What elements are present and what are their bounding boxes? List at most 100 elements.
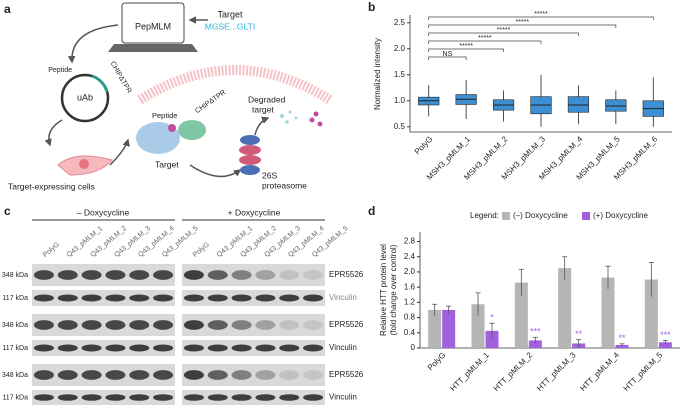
- blot-strip: [182, 340, 325, 356]
- blot-band: [279, 270, 300, 280]
- bar: [601, 277, 615, 348]
- complex-target: Target: [155, 159, 179, 169]
- bar: [442, 309, 456, 348]
- diagram: PepMLM Target MGSE...GLTI uAb Peptide CH…: [8, 2, 333, 191]
- blot-band: [81, 320, 102, 330]
- blot-band: [33, 270, 54, 280]
- blot-strip: [32, 390, 175, 405]
- significance-bracket: [428, 24, 617, 28]
- blot-band: [57, 294, 78, 302]
- bar: [644, 279, 658, 348]
- legend-title: Legend:: [470, 211, 499, 220]
- axis: [419, 232, 680, 349]
- condition-label: + Doxycycline: [228, 207, 281, 217]
- blot-band: [279, 344, 300, 352]
- bar: [485, 330, 499, 348]
- blot-strip: [32, 364, 175, 386]
- marker-label: 117 kDa: [2, 394, 28, 401]
- blot-band: [279, 320, 300, 330]
- blot-band: [57, 370, 78, 380]
- blot-band: [183, 294, 204, 302]
- blot-band: [231, 294, 252, 302]
- blot-band: [231, 370, 252, 380]
- x-tick-label: PolyG: [413, 135, 435, 157]
- complex-peptide: Peptide: [152, 111, 177, 120]
- blot-band: [153, 270, 174, 280]
- arrow: [109, 138, 130, 166]
- blot-band: [255, 294, 276, 302]
- blot-band: [57, 344, 78, 352]
- blot-band: [33, 320, 54, 330]
- blot-strip: [32, 290, 175, 306]
- bar: [514, 282, 528, 348]
- plasmid-center: uAb: [77, 92, 93, 102]
- y-tick-label: 0: [411, 343, 416, 352]
- proteasome-label: proteasome: [262, 180, 307, 190]
- significance-label: *****: [515, 19, 529, 26]
- fragments: [280, 110, 298, 124]
- blot-band: [57, 394, 78, 401]
- panel-label: d: [368, 204, 375, 218]
- blot-strip: [32, 314, 175, 336]
- y-tick-label: 1.5: [394, 70, 406, 79]
- bar: [658, 342, 672, 348]
- blot-band: [105, 370, 126, 380]
- blot-band: [33, 344, 54, 352]
- blot-band: [231, 270, 252, 280]
- blot-band: [231, 320, 252, 330]
- significance-label: **: [575, 329, 583, 339]
- y-tick-label: 2.5: [394, 18, 406, 27]
- y-tick-label: 0.5: [394, 122, 406, 131]
- chip-protein: [178, 120, 206, 140]
- plasmid-chip: CHIPΔTPR: [109, 60, 133, 94]
- blot-band: [303, 344, 324, 352]
- blot-band: [207, 370, 228, 380]
- significance-label: *****: [534, 11, 548, 18]
- y-tick-label: 2.0: [394, 44, 406, 53]
- bar: [528, 340, 542, 348]
- blot-band: [255, 394, 276, 401]
- blot-band: [81, 370, 102, 380]
- condition-label: – Doxycycline: [77, 207, 130, 217]
- bar: [558, 268, 572, 348]
- degraded-label: Degraded: [248, 94, 286, 104]
- target-label: Target: [217, 9, 243, 19]
- blot-band: [57, 270, 78, 280]
- blot-band: [129, 294, 150, 302]
- target-sequence: MGSE...GLTI: [205, 21, 255, 31]
- marker-label: 117 kDa: [2, 295, 28, 302]
- blot-band: [231, 394, 252, 401]
- significance-label: *****: [497, 27, 511, 34]
- proteasome-label: 26S: [262, 170, 277, 180]
- lane-label: PolyG: [192, 241, 211, 259]
- blot-band: [231, 344, 252, 352]
- significance-label: *****: [459, 43, 473, 50]
- protein-label: EPR5526: [329, 320, 364, 329]
- blot-band: [183, 270, 204, 280]
- blot-band: [153, 394, 174, 401]
- blot-strip: [32, 340, 175, 356]
- blot-band: [255, 270, 276, 280]
- blot-band: [129, 270, 150, 280]
- blot-band: [81, 270, 102, 280]
- arrow: [254, 116, 270, 136]
- blot-band: [105, 320, 126, 330]
- blot-band: [279, 370, 300, 380]
- x-tick-label: HTT_pMLM_1: [448, 350, 491, 393]
- blot-band: [207, 344, 228, 352]
- significance-bracket: [428, 48, 504, 52]
- blot-band: [105, 344, 126, 352]
- complex-chip: CHIPΔTPR: [194, 89, 227, 115]
- blot-strip: [182, 264, 325, 286]
- blot-band: [279, 394, 300, 401]
- blot-band: [255, 370, 276, 380]
- blot-band: [81, 344, 102, 352]
- membrane: [137, 65, 333, 105]
- peptide-fragments: [309, 111, 323, 127]
- x-tick-label: HTT_pMLM_4: [578, 350, 621, 393]
- blot-band: [207, 394, 228, 401]
- blot-band: [153, 344, 174, 352]
- x-tick-label: PolyG: [426, 351, 448, 373]
- significance-bracket: [428, 16, 654, 20]
